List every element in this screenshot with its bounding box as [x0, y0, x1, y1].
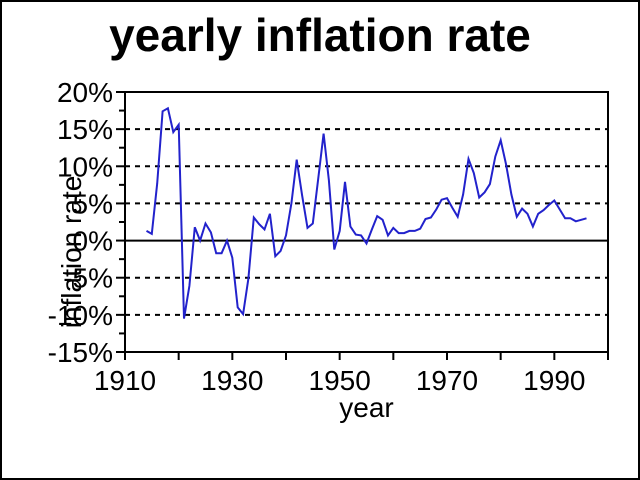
- x-tick-label: 1950: [309, 365, 371, 396]
- y-tick-label: -15%: [48, 337, 113, 368]
- x-tick-label: 1910: [94, 365, 156, 396]
- y-axis-title: inflation rate: [56, 175, 87, 329]
- y-tick-label: -10%: [48, 300, 113, 331]
- x-tick-label: 1970: [416, 365, 478, 396]
- y-tick-label: -5%: [63, 263, 113, 294]
- inflation-data-line: [146, 106, 587, 319]
- y-tick-label: 20%: [57, 77, 113, 108]
- y-tick-label: 0%: [73, 226, 113, 257]
- y-tick-label: 15%: [57, 114, 113, 145]
- y-tick-label: 5%: [73, 188, 113, 219]
- x-tick-label: 1990: [523, 365, 585, 396]
- x-axis-title: year: [339, 392, 394, 423]
- chart-title: yearly inflation rate: [109, 9, 531, 61]
- x-tick-label: 1930: [201, 365, 263, 396]
- y-tick-label: 10%: [57, 151, 113, 182]
